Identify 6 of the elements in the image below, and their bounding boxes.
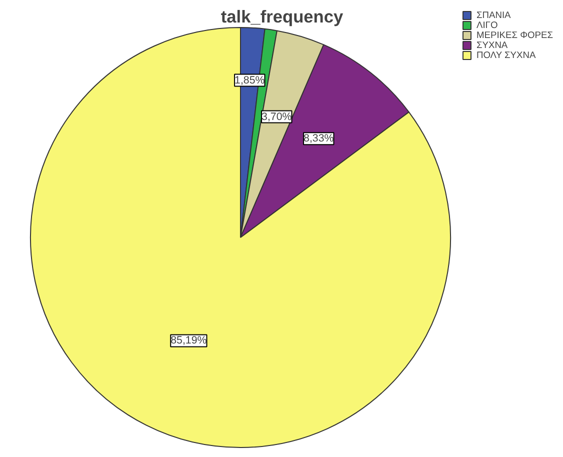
- legend-label: ΜΕΡΙΚΕΣ ΦΟΡΕΣ: [476, 30, 553, 40]
- legend-label: ΣΥΧΝΑ: [476, 40, 508, 50]
- legend-label: ΠΟΛΥ ΣΥΧΝΑ: [476, 50, 536, 60]
- legend-label: ΣΠΑΝΙΑ: [476, 10, 511, 20]
- legend-label: ΛΙΓΟ: [476, 20, 498, 30]
- chart-title: talk_frequency: [220, 6, 344, 26]
